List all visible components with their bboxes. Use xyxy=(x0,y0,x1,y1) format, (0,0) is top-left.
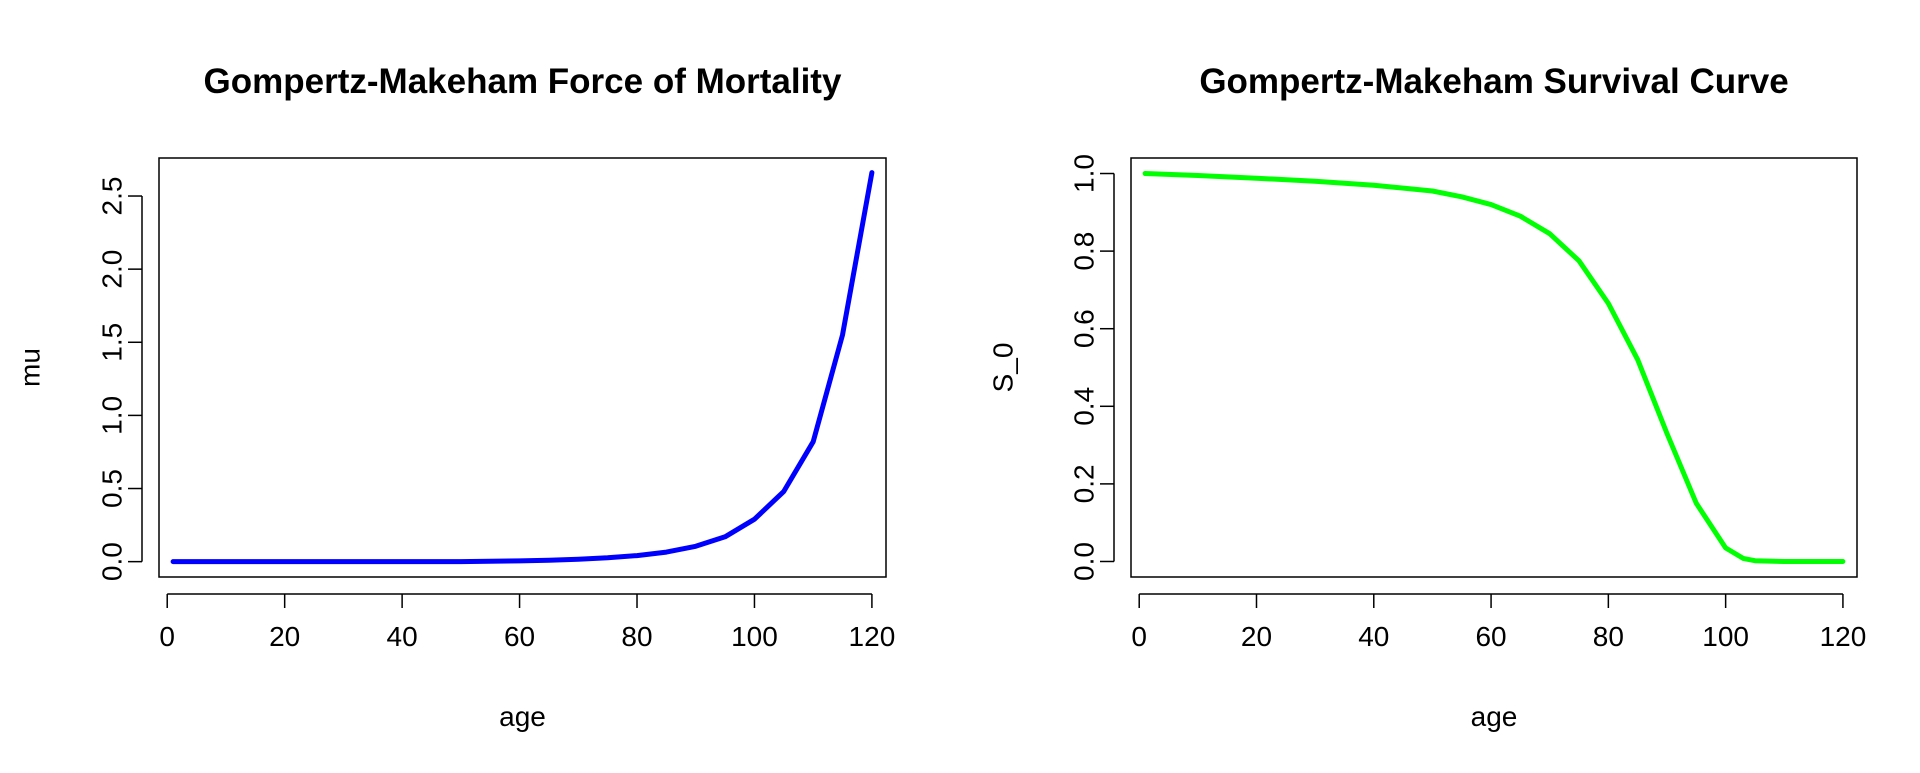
x-tick-label: 100 xyxy=(1702,621,1749,652)
y-tick-label: 0.8 xyxy=(1069,232,1100,271)
x-tick-label: 20 xyxy=(1241,621,1272,652)
y-tick-label: 1.0 xyxy=(97,396,128,435)
x-tick-label: 40 xyxy=(387,621,418,652)
x-tick-label: 60 xyxy=(1475,621,1506,652)
x-tick-label: 20 xyxy=(269,621,300,652)
series-line xyxy=(1142,171,1846,564)
chart-panel-2: Gompertz-Makeham Survival Curve 0 20 40 60 80… xyxy=(988,62,1867,732)
y-tick-label: 0.0 xyxy=(97,542,128,581)
chart-title: Gompertz-Makeham Survival Curve xyxy=(1199,62,1788,101)
x-tick-label: 40 xyxy=(1358,621,1389,652)
x-tick-label: 80 xyxy=(621,621,652,652)
x-axis-label: age xyxy=(499,701,546,732)
y-tick-label: 2.5 xyxy=(97,177,128,216)
y-tick-label: 0.6 xyxy=(1069,309,1100,348)
y-tick-label: 1.5 xyxy=(97,323,128,362)
series-line xyxy=(170,170,875,565)
y-tick-label: 0.5 xyxy=(97,469,128,508)
y-tick-label: 0.0 xyxy=(1069,542,1100,581)
x-tick-label: 60 xyxy=(504,621,535,652)
x-tick-label: 80 xyxy=(1593,621,1624,652)
x-tick-label: 0 xyxy=(159,621,175,652)
y-axis-label: mu xyxy=(15,348,46,387)
plot-frame xyxy=(1130,157,1858,578)
chart-title: Gompertz-Makeham Force of Mortality xyxy=(204,62,842,101)
y-tick-label: 0.2 xyxy=(1069,464,1100,503)
x-axis-label: age xyxy=(1471,701,1518,732)
y-tick-label: 2.0 xyxy=(97,250,128,289)
y-tick-label: 0.4 xyxy=(1069,387,1100,426)
y-axis-label: S_0 xyxy=(988,343,1019,393)
chart-panel-1: Gompertz-Makeham Force of Mortality 0 20 40… xyxy=(15,62,896,732)
x-tick-label: 100 xyxy=(731,621,778,652)
y-tick-label: 1.0 xyxy=(1069,154,1100,193)
x-tick-label: 120 xyxy=(1820,621,1867,652)
plot-frame xyxy=(158,157,887,578)
x-tick-label: 120 xyxy=(849,621,896,652)
x-tick-label: 0 xyxy=(1131,621,1147,652)
